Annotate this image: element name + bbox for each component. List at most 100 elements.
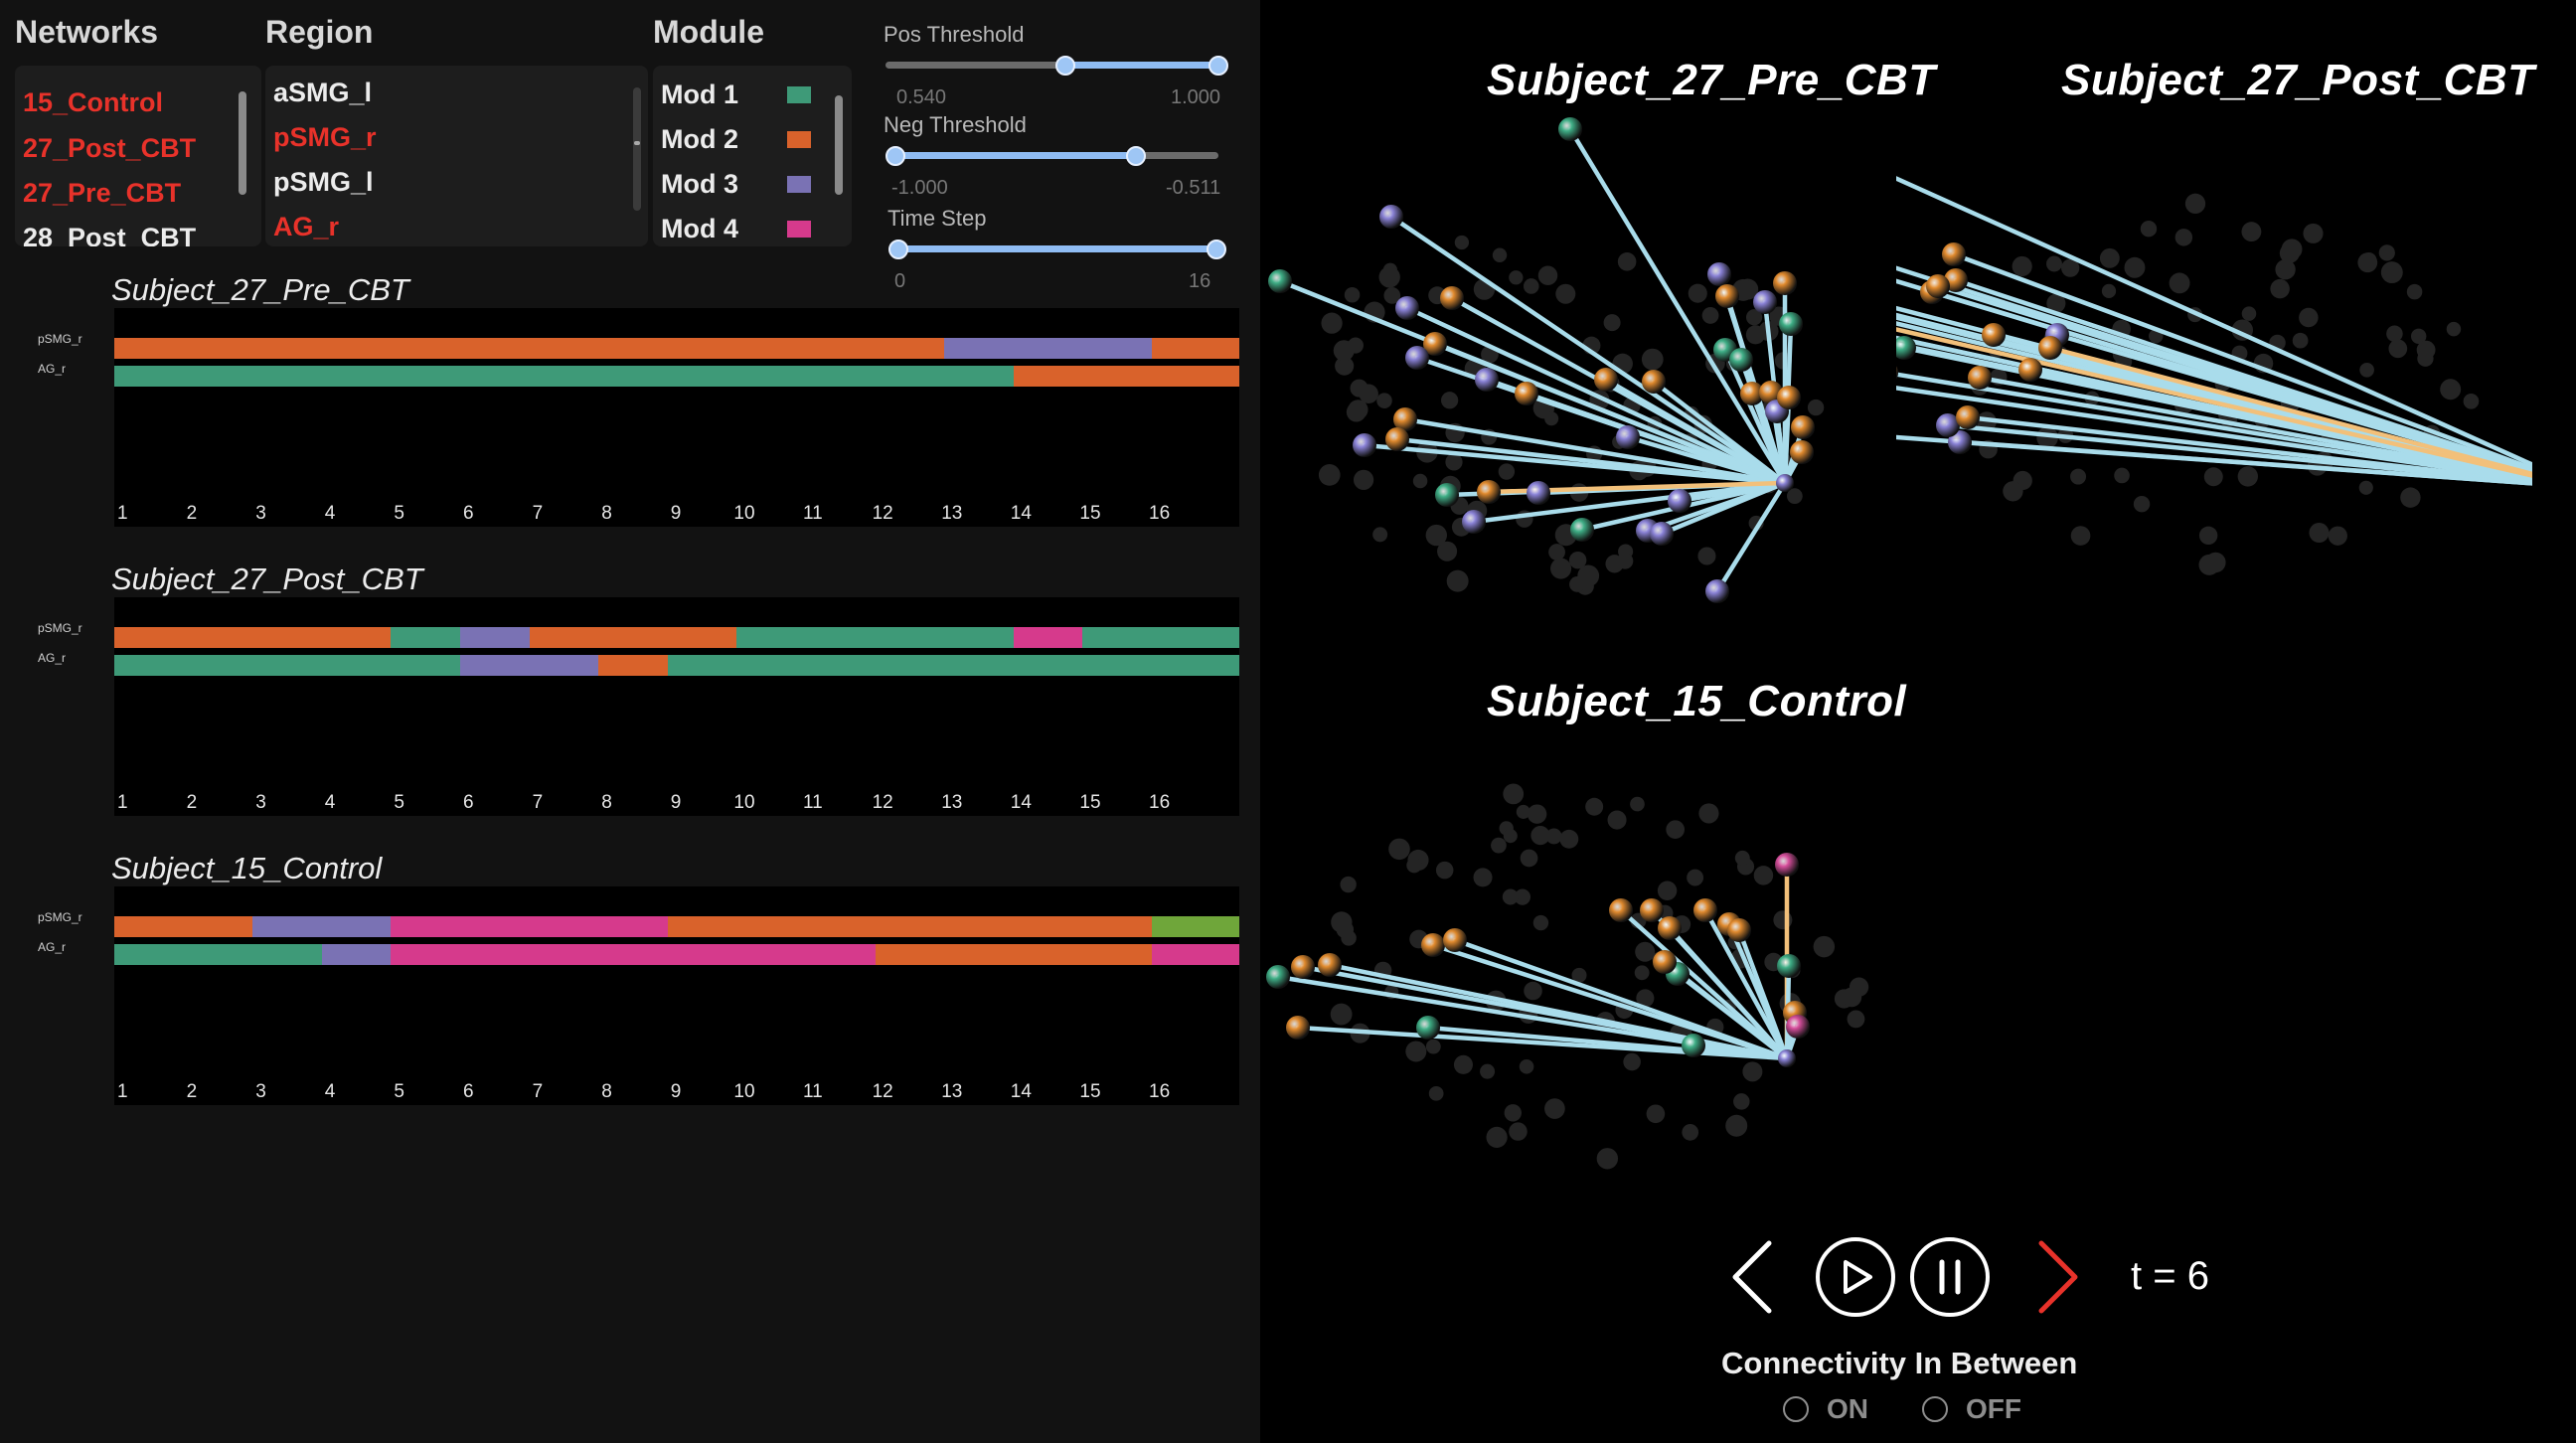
- module-timeline-chart: 1 2 3 4 5 6 7 8 9 10 11 12 13 14 15 16: [114, 597, 1239, 816]
- background-node: [1502, 888, 1519, 905]
- connection-edge: [1667, 925, 1790, 1061]
- networks-list[interactable]: 15_Control 27_Post_CBT 27_Pre_CBT 28_Pos…: [15, 66, 261, 246]
- pause-button[interactable]: [1909, 1236, 1991, 1318]
- connection-edge: [1432, 341, 1788, 486]
- connectivity-off-radio[interactable]: [1922, 1396, 1948, 1422]
- time-tick-label: 2: [186, 792, 198, 813]
- connection-edge: [1452, 937, 1790, 1061]
- background-node: [1666, 820, 1686, 840]
- time-tick-label: 9: [670, 792, 682, 813]
- background-node: [1519, 1058, 1534, 1074]
- node-sphere: [1353, 433, 1376, 457]
- time-tick-label: 16: [1149, 792, 1171, 813]
- background-node: [1405, 1041, 1427, 1062]
- connection-edge: [1896, 434, 2532, 486]
- brain-network-3d[interactable]: [1260, 109, 1896, 646]
- neg-threshold-high-handle[interactable]: [1125, 146, 1146, 166]
- background-node: [2070, 526, 2091, 546]
- region-scrollbar-track[interactable]: [633, 87, 641, 211]
- time-tick-label: 12: [872, 1081, 893, 1102]
- brain-network-3d[interactable]: [1260, 735, 1896, 1252]
- background-node: [1321, 312, 1343, 334]
- module-item[interactable]: Mod 1: [661, 80, 738, 109]
- background-node: [1616, 553, 1634, 569]
- connection-edge: [1567, 126, 1788, 486]
- connection-edge: [2047, 345, 2532, 477]
- next-step-button[interactable]: [2027, 1237, 2087, 1317]
- background-node: [1331, 911, 1353, 933]
- play-button[interactable]: [1815, 1236, 1896, 1318]
- pos-threshold-track[interactable]: [886, 62, 1218, 69]
- background-node: [1412, 473, 1428, 489]
- control-panel: Networks Region Module 15_Control 27_Pos…: [0, 0, 1260, 1443]
- node-sphere: [1759, 381, 1783, 404]
- neg-threshold-low-handle[interactable]: [886, 146, 905, 166]
- network-item[interactable]: 28_Post_CBT: [23, 223, 197, 246]
- module-item[interactable]: Mod 3: [661, 169, 738, 199]
- timeline-row-label: AG_r: [38, 940, 67, 954]
- background-node: [1530, 826, 1550, 846]
- region-list[interactable]: aSMG_l pSMG_r pSMG_l AG_r: [265, 66, 648, 246]
- time-tick-label: 3: [255, 792, 266, 813]
- background-node: [1498, 463, 1516, 480]
- background-node: [1682, 1123, 1699, 1141]
- module-list[interactable]: Mod 1 Mod 2 Mod 3 Mod 4: [653, 66, 852, 246]
- region-item[interactable]: pSMG_l: [273, 167, 374, 197]
- module-segment: [875, 944, 1152, 965]
- pos-threshold-high-handle[interactable]: [1208, 56, 1228, 76]
- background-node: [2406, 283, 2423, 300]
- node-sphere: [2038, 336, 2062, 360]
- module-segment: [667, 655, 1239, 676]
- node-sphere: [1727, 918, 1751, 942]
- background-node: [1701, 307, 1719, 324]
- time-tick-label: 8: [601, 503, 612, 524]
- time-step-start-handle[interactable]: [888, 240, 908, 259]
- time-tick-label: 4: [324, 792, 336, 813]
- background-node: [1486, 1126, 1508, 1148]
- background-node: [1630, 796, 1645, 812]
- background-node: [2411, 328, 2427, 345]
- network-item[interactable]: 15_Control: [23, 87, 164, 117]
- time-step-end-handle[interactable]: [1207, 240, 1226, 259]
- module-item[interactable]: Mod 2: [661, 124, 738, 154]
- background-node: [1646, 1104, 1666, 1124]
- background-node: [1503, 783, 1525, 805]
- time-tick-label: 1: [117, 503, 128, 524]
- chevron-right-icon: [2038, 1240, 2078, 1314]
- module-segment: [667, 916, 1152, 937]
- module-item[interactable]: Mod 4: [661, 214, 738, 243]
- region-item[interactable]: AG_r: [273, 212, 340, 241]
- module-segment: [391, 627, 460, 648]
- timeline-title: Subject_15_Control: [111, 851, 383, 885]
- node-sphere: [1423, 332, 1447, 356]
- background-node: [2303, 223, 2324, 243]
- node-sphere: [1773, 271, 1797, 295]
- background-node: [1330, 1003, 1353, 1026]
- time-tick-label: 7: [532, 1081, 544, 1102]
- node-sphere: [1705, 579, 1729, 603]
- time-tick-label: 9: [670, 503, 682, 524]
- background-node: [1623, 1052, 1641, 1071]
- module-segment: [598, 655, 668, 676]
- region-scrollbar-thumb[interactable]: [634, 141, 640, 145]
- network-item[interactable]: 27_Pre_CBT: [23, 178, 182, 208]
- module-segment: [114, 338, 945, 359]
- background-node: [1537, 265, 1558, 286]
- network-item[interactable]: 27_Post_CBT: [23, 133, 197, 163]
- region-item[interactable]: pSMG_r: [273, 122, 377, 152]
- networks-scrollbar[interactable]: [239, 91, 246, 195]
- node-sphere: [1475, 368, 1499, 392]
- previous-step-button[interactable]: [1725, 1237, 1785, 1317]
- background-node: [2270, 278, 2290, 299]
- region-item[interactable]: aSMG_l: [273, 78, 373, 107]
- connectivity-on-radio[interactable]: [1783, 1396, 1809, 1422]
- node-sphere: [1515, 382, 1538, 405]
- background-node: [2124, 256, 2146, 278]
- module-color-swatch: [787, 131, 811, 148]
- brain-network-3d[interactable]: [1896, 109, 2532, 646]
- pos-threshold-low-handle[interactable]: [1054, 56, 1075, 76]
- background-node: [1435, 861, 1454, 880]
- background-node: [1491, 837, 1507, 854]
- region-header: Region: [265, 14, 374, 50]
- module-scrollbar[interactable]: [835, 95, 843, 195]
